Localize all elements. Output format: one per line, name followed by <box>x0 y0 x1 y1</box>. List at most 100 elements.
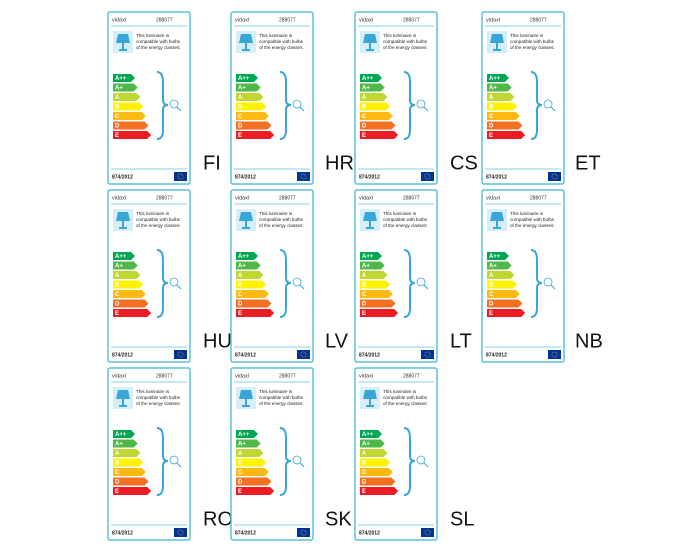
energy-label: vidaxl 288077 This luminaire iscompatible … <box>230 367 314 541</box>
compat-text: compatible with bulbs <box>259 39 304 44</box>
energy-label: vidaxl 288077 This luminaire iscompatible … <box>481 189 565 363</box>
class-label: A <box>238 451 243 457</box>
bulb-base <box>176 284 182 290</box>
class-arrow <box>236 74 258 82</box>
class-label: B <box>362 282 367 288</box>
class-arrow <box>236 83 261 92</box>
bulb-icon <box>543 277 553 287</box>
class-arrow <box>360 131 399 139</box>
brace <box>530 249 543 318</box>
compat-text: compatible with bulbs <box>136 395 181 400</box>
class-arrow <box>113 439 138 448</box>
class-arrow <box>113 83 138 92</box>
class-label: B <box>115 460 120 466</box>
brace <box>403 249 416 318</box>
model: 288077 <box>530 17 547 23</box>
regulation: 874/2012 <box>486 352 507 358</box>
brace <box>403 427 416 496</box>
class-label: C <box>238 470 243 476</box>
class-label: C <box>115 470 120 476</box>
class-arrow <box>113 271 141 279</box>
compat-text: This luminaire is <box>383 211 417 216</box>
compat-text: This luminaire is <box>510 33 544 38</box>
class-arrow <box>360 74 382 82</box>
class-arrow <box>113 299 149 308</box>
label-frame <box>481 11 565 185</box>
class-label: A++ <box>115 254 127 260</box>
class-label: A+ <box>238 85 246 91</box>
brand: vidaxl <box>359 195 373 201</box>
eu-stars <box>300 351 307 358</box>
class-label: A+ <box>489 263 497 269</box>
compat-text: of the energy classes: <box>383 223 428 228</box>
regulation: 874/2012 <box>112 174 133 180</box>
class-label: E <box>489 311 493 317</box>
class-label: C <box>115 292 120 298</box>
class-arrow <box>360 449 388 457</box>
class-label: A++ <box>489 76 501 82</box>
class-label: A++ <box>115 432 127 438</box>
class-label: A+ <box>115 441 123 447</box>
class-arrow <box>236 121 272 130</box>
class-arrow <box>360 477 396 486</box>
class-label: A <box>115 273 120 279</box>
class-arrow <box>236 131 275 139</box>
class-label: B <box>489 104 494 110</box>
brand: vidaxl <box>235 17 249 23</box>
eu-stars <box>551 351 558 358</box>
class-arrow <box>487 280 518 289</box>
class-label: D <box>115 123 120 129</box>
energy-label: vidaxl 288077 This luminaire iscompatible … <box>107 367 191 541</box>
compat-text: This luminaire is <box>136 211 170 216</box>
class-arrow <box>487 131 526 139</box>
class-label: A <box>238 95 243 101</box>
brace <box>156 71 169 140</box>
class-arrow <box>113 290 146 298</box>
compat-text: of the energy classes: <box>259 45 304 50</box>
class-label: A++ <box>489 254 501 260</box>
class-label: A++ <box>362 432 374 438</box>
label-frame <box>354 367 438 541</box>
compat-text: This luminaire is <box>259 389 293 394</box>
class-arrow <box>236 290 269 298</box>
class-arrow <box>487 290 520 298</box>
label-frame <box>230 11 314 185</box>
bulb-icon <box>292 277 302 287</box>
class-arrow <box>487 252 509 260</box>
bulb-base <box>176 462 182 468</box>
lamp-icon <box>490 212 504 229</box>
class-arrow <box>236 112 269 120</box>
regulation: 874/2012 <box>235 352 256 358</box>
brand: vidaxl <box>235 373 249 379</box>
class-label: A <box>115 451 120 457</box>
energy-label: vidaxl 288077 This luminaire iscompatible … <box>107 189 191 363</box>
language-code: NB <box>575 330 603 352</box>
class-label: A+ <box>115 263 123 269</box>
compat-text: compatible with bulbs <box>136 217 181 222</box>
bulb-icon <box>543 99 553 109</box>
brace <box>279 249 292 318</box>
class-label: D <box>489 123 494 129</box>
class-arrow <box>487 261 512 270</box>
compat-text: compatible with bulbs <box>136 39 181 44</box>
compat-text: compatible with bulbs <box>383 217 428 222</box>
class-label: E <box>115 311 119 317</box>
brand: vidaxl <box>112 195 126 201</box>
class-label: D <box>115 479 120 485</box>
brand: vidaxl <box>112 373 126 379</box>
bulb-base <box>423 284 429 290</box>
model: 288077 <box>279 373 296 379</box>
compat-text: of the energy classes: <box>136 45 181 50</box>
model: 288077 <box>403 17 420 23</box>
class-arrow <box>236 458 267 467</box>
class-arrow <box>113 102 144 111</box>
class-label: C <box>238 114 243 120</box>
compat-text: of the energy classes: <box>259 401 304 406</box>
class-label: D <box>238 479 243 485</box>
class-label: A++ <box>115 76 127 82</box>
class-label: B <box>238 460 243 466</box>
class-label: A <box>238 273 243 279</box>
label-frame <box>481 189 565 363</box>
regulation: 874/2012 <box>359 352 380 358</box>
class-arrow <box>236 439 261 448</box>
